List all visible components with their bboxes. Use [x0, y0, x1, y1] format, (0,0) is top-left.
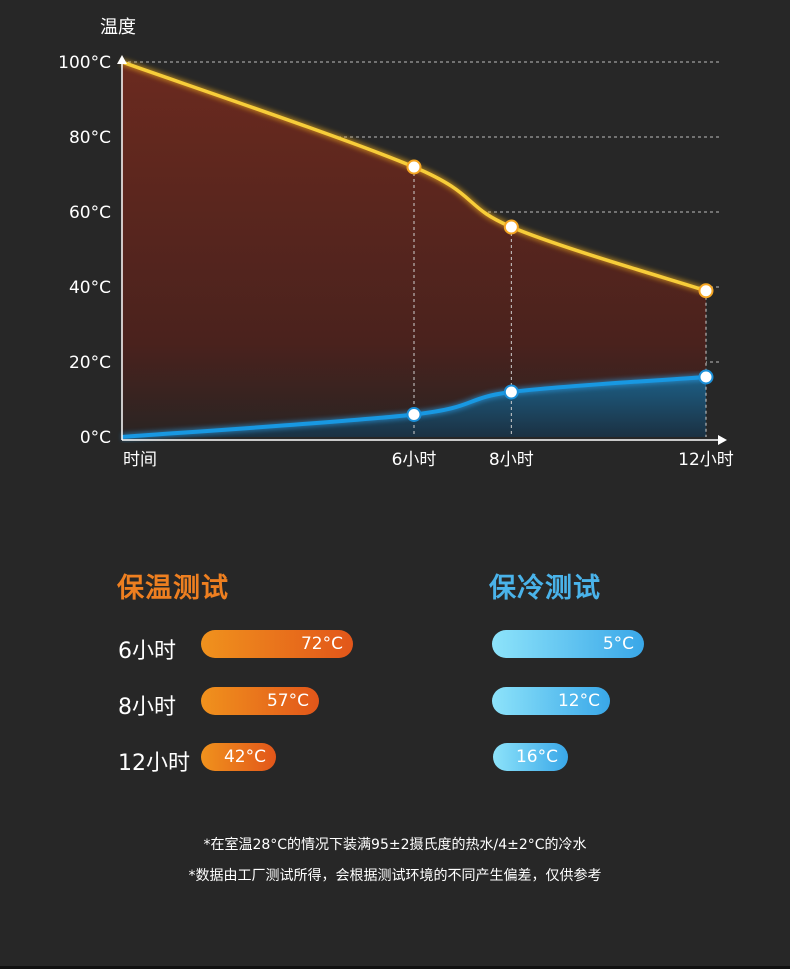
cold-bar-value: 12°C	[557, 691, 600, 711]
cold-series-line	[121, 375, 707, 439]
y-axis-title: 温度	[100, 17, 136, 38]
row-label-12h: 12小时	[118, 751, 190, 776]
footnote-2: *数据由工厂测试所得，会根据测试环境的不同产生偏差，仅供参考	[188, 868, 602, 884]
cold-data-point	[503, 384, 519, 400]
hot-bar-value: 42°C	[223, 747, 266, 767]
y-tick-label: 0°C	[80, 428, 111, 448]
temperature-chart: 0°C 20°C 40°C 60°C 80°C 100°C 时间 6小时 8小时 12小时 温度	[58, 17, 734, 470]
y-tick-label: 80°C	[69, 128, 111, 148]
x-tick-label: 8小时	[489, 450, 534, 470]
cold-bar-value: 16°C	[515, 747, 558, 767]
hot-bar-value: 57°C	[266, 691, 309, 711]
hot-data-point	[406, 159, 422, 175]
hot-data-point	[503, 219, 519, 235]
y-axis-arrow	[117, 55, 127, 64]
cold-bar-8h: 12°C	[492, 687, 610, 715]
cold-bar-6h: 5°C	[492, 630, 644, 658]
hot-bar-6h: 72°C	[201, 630, 353, 658]
bottom-divider	[0, 966, 790, 969]
x-tick-label: 时间	[123, 450, 157, 470]
cooling-test-title: 保冷测试	[489, 573, 601, 604]
y-tick-label: 60°C	[69, 203, 111, 223]
footnote-1: *在室温28°C的情况下装满95±2摄氏度的热水/4±2°C的冷水	[203, 837, 587, 853]
row-label-6h: 6小时	[118, 639, 176, 664]
hot-data-point	[698, 283, 714, 299]
insulation-test-title: 保温测试	[117, 573, 229, 604]
x-tick-label: 12小时	[678, 450, 734, 470]
y-tick-label: 40°C	[69, 278, 111, 298]
x-tick-label: 6小时	[392, 450, 437, 470]
row-label-8h: 8小时	[118, 695, 176, 720]
hot-bar-value: 72°C	[300, 634, 343, 654]
cold-series-area	[122, 377, 706, 437]
hot-series-area	[122, 62, 706, 437]
cold-bar-value: 5°C	[602, 634, 634, 654]
hot-series-line	[121, 60, 707, 293]
cold-data-point	[698, 369, 714, 385]
y-tick-label: 100°C	[58, 53, 111, 73]
y-tick-label: 20°C	[69, 353, 111, 373]
hot-bar-12h: 42°C	[201, 743, 276, 771]
x-axis-arrow	[718, 435, 727, 445]
cold-bar-12h: 16°C	[493, 743, 568, 771]
cold-data-point	[406, 407, 422, 422]
hot-bar-8h: 57°C	[201, 687, 319, 715]
